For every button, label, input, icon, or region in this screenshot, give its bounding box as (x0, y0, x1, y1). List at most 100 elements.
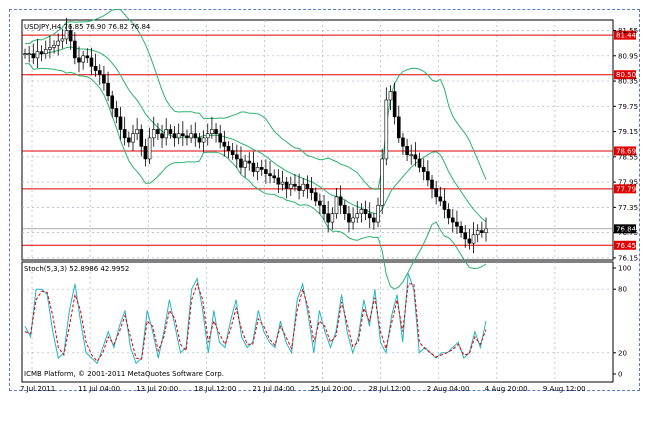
candle-body (64, 30, 69, 40)
candle-body (430, 179, 434, 189)
candle-body (176, 133, 181, 139)
stoch-panel (21, 261, 614, 383)
candle-body (326, 213, 330, 223)
chart-window-frame (9, 9, 640, 391)
candle-body (31, 53, 36, 59)
candle-body (313, 192, 318, 202)
candle-body (68, 30, 73, 42)
candle-body (401, 137, 405, 147)
candle-body (218, 133, 222, 143)
candle-body (363, 209, 368, 214)
y-tick-label: 80.95 (618, 52, 638, 60)
candle-body (330, 213, 335, 223)
candle-body (255, 167, 260, 172)
level-tag-bg (614, 184, 636, 194)
candle-body (52, 44, 56, 48)
candle-body (380, 158, 384, 206)
candle-body (251, 162, 256, 172)
candle-body (118, 116, 123, 130)
stoch-panel-title: Stoch(5,3,3) 52.8986 42.9952 (24, 265, 129, 273)
stoch-y-tick-label: 100 (618, 265, 631, 273)
candle-body (293, 183, 297, 187)
candle-body (426, 171, 430, 181)
y-axis-labels: 81.55 80.95 80.35 79.75 79.15 78.55 77.95 77.35… (613, 27, 638, 379)
candle-body (342, 204, 347, 214)
candle-body (338, 196, 343, 206)
candle-body (201, 137, 206, 143)
candle-body (442, 200, 447, 210)
candle-body (189, 133, 193, 139)
candle-body (484, 228, 488, 233)
stoch-y-tick-label: 0 (618, 371, 622, 379)
candle-body (392, 91, 397, 118)
candle-body (39, 51, 44, 54)
candle-body (359, 209, 364, 214)
grid-layer (22, 20, 613, 382)
current-price-label: 76.84 (616, 225, 637, 233)
level-tag-label: 80.50 (616, 71, 636, 79)
candle-body (205, 133, 210, 139)
platform-footer: ICMB Platform, © 2001-2011 MetaQuotes So… (24, 370, 224, 378)
candle-body (318, 200, 322, 206)
y-tick-label: 77.35 (618, 204, 638, 212)
candle-body (434, 188, 438, 198)
candle-body (322, 204, 326, 214)
candle-body (276, 177, 281, 185)
candle-body (297, 186, 301, 191)
candle-body (214, 129, 218, 134)
y-tick-label: 76.15 (618, 254, 638, 262)
candle-body (480, 230, 484, 233)
candle-body (122, 129, 127, 139)
level-tag-bg (614, 30, 636, 40)
candle-body (467, 238, 472, 244)
stoch-y-tick-label: 80 (618, 286, 627, 294)
candle-body (388, 91, 393, 101)
candle-body (135, 129, 139, 134)
y-tick-label: 81.55 (618, 27, 638, 35)
candle-body (226, 146, 231, 151)
x-tick-label: 7 Jul 2011 (20, 385, 55, 393)
candle-body (106, 82, 110, 97)
level-tag-bg (614, 240, 636, 250)
candle-body (372, 217, 376, 223)
candle-body (413, 154, 418, 160)
y-tick-label: 76.75 (618, 229, 638, 237)
candle-body (230, 150, 235, 156)
level-tag: 80.50 (614, 70, 636, 80)
level-tag: 76.45 (614, 240, 636, 250)
bollinger-bands (25, 8, 487, 290)
candle-body (384, 99, 389, 160)
level-tag: 81.44 (614, 30, 637, 40)
candle-body (376, 204, 380, 223)
candle-body (89, 57, 94, 67)
y-tick-label: 79.75 (618, 103, 638, 111)
candle-body (81, 55, 85, 63)
candle-body (43, 49, 48, 54)
levels-layer: 81.44 80.50 78.69 77.79 76.45 76.84 (22, 30, 637, 250)
candle-body (85, 55, 90, 59)
current-price-tag: 76.84 (614, 224, 637, 234)
candle-body (259, 167, 264, 170)
candle-body (438, 196, 443, 202)
candle-body (131, 133, 135, 143)
x-tick-label: 13 Jul 20:00 (136, 385, 178, 393)
candles-layer (23, 17, 488, 254)
candle-body (405, 146, 409, 156)
candle-body (289, 183, 293, 189)
y-tick-label: 78.55 (618, 153, 638, 161)
bollinger-upper (25, 8, 487, 190)
x-tick-label: 2 Aug 04:00 (427, 385, 470, 393)
level-tag: 77.79 (614, 184, 636, 194)
x-tick-label: 28 Jul 12:00 (369, 385, 411, 393)
candle-body (127, 137, 131, 143)
candle-body (347, 213, 351, 223)
level-tag-label: 77.79 (616, 185, 636, 193)
candle-body (264, 169, 268, 174)
candle-body (172, 133, 177, 139)
x-tick-label: 11 Jul 04:00 (78, 385, 120, 393)
candle-body (102, 74, 106, 84)
candle-body (280, 181, 285, 185)
candle-body (181, 133, 185, 137)
price-panel-title: USDJPY,H4 76.85 76.90 76.82 76.84 (24, 23, 151, 31)
